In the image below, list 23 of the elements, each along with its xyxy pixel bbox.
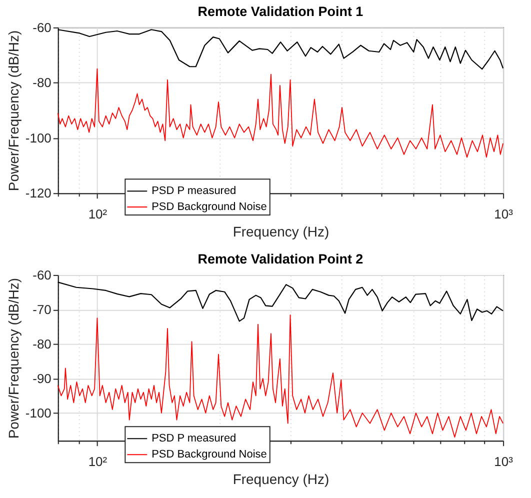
- x-axis-title: Frequency (Hz): [232, 471, 330, 488]
- y-tick-label: -90: [32, 370, 52, 386]
- y-tick-label: -80: [32, 75, 52, 90]
- x-tick-label: 10²: [88, 454, 108, 470]
- y-axis-title: Power/Frequency (dB/Hz): [5, 278, 22, 439]
- y-tick-label: -60: [32, 20, 52, 35]
- legend-label: PSD P measured: [152, 432, 236, 445]
- y-tick-label: -60: [32, 267, 52, 282]
- x-tick-label: 10³: [494, 454, 514, 470]
- x-axis-title: Frequency (Hz): [232, 224, 330, 240]
- y-axis-title: Power/Frequency (dB/Hz): [5, 30, 22, 192]
- y-tick-label: -100: [25, 406, 52, 421]
- legend-label: PSD P measured: [152, 185, 236, 198]
- x-tick-label: 10²: [88, 206, 108, 222]
- chart-title: Remote Validation Point 1: [198, 4, 364, 19]
- y-tick-label: -100: [25, 130, 52, 146]
- legend-label: PSD Background Noise: [152, 201, 267, 214]
- y-tick-label: -120: [25, 186, 52, 201]
- legend-label: PSD Background Noise: [152, 448, 267, 461]
- chart-title: Remote Validation Point 2: [198, 251, 364, 266]
- x-tick-label: 10³: [494, 206, 514, 222]
- y-tick-label: -80: [32, 336, 52, 352]
- y-tick-label: -70: [32, 302, 52, 317]
